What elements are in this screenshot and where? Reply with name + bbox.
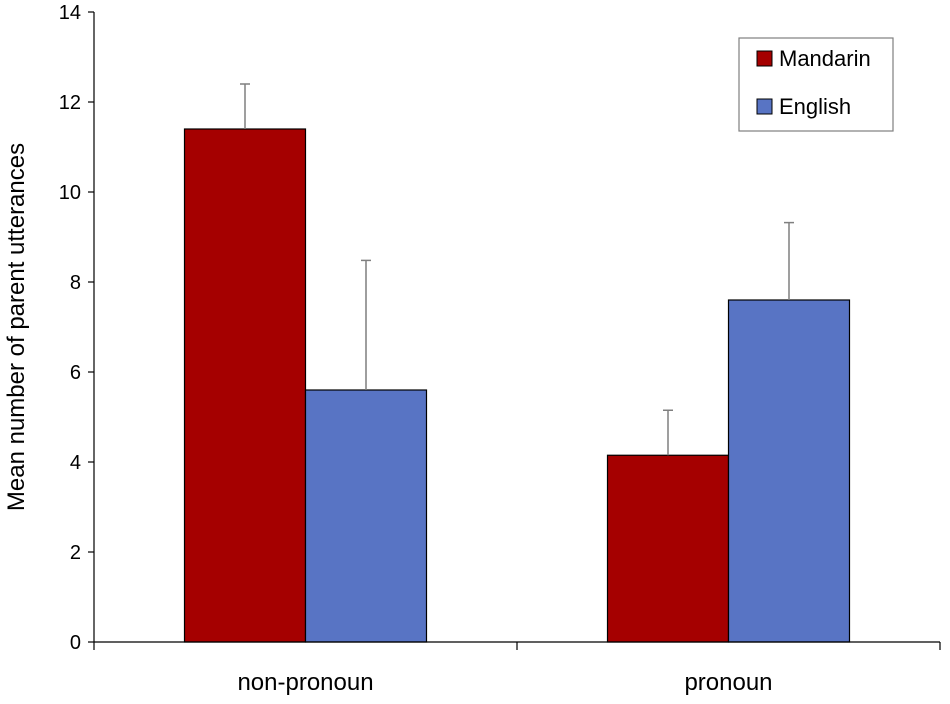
y-ticks-layer: 0 2 4 6 8 10 12 14 [59,2,94,654]
y-tick-label: 10 [59,182,81,204]
x-category-label: non-pronoun [237,669,373,696]
bar-mandarin-non-pronoun [183,128,307,643]
legend-swatch-english [756,98,773,115]
y-tick-label: 12 [59,92,81,114]
y-tick-label: 4 [70,452,81,474]
bar-mandarin-pronoun [606,454,730,643]
bars-layer [183,128,851,643]
y-tick-label: 6 [70,362,81,384]
y-tick-label: 14 [59,2,81,24]
error-bars-layer [240,83,794,456]
legend-label-english: English [779,94,851,119]
legend-label-mandarin: Mandarin [779,46,871,71]
legend-items: Mandarin English [756,46,871,119]
axes-layer [93,12,941,650]
legend-swatch-mandarin [756,50,773,67]
y-tick-label: 0 [70,632,81,654]
bar-english-non-pronoun [304,389,428,643]
legend: Mandarin English [738,37,894,132]
y-tick-label: 2 [70,542,81,564]
x-categories-layer: non-pronoun pronoun [237,669,772,696]
x-category-label: pronoun [684,669,772,696]
y-axis-title: Mean number of parent utterances [3,143,30,511]
bar-english-pronoun [727,299,851,643]
y-tick-label: 8 [70,272,81,294]
